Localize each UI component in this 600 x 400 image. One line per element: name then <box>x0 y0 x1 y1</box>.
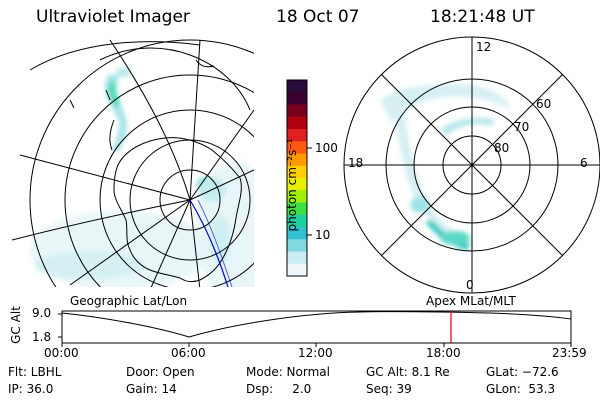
ip-label: IP: 36.0 <box>8 382 54 396</box>
colorbar-band <box>287 153 307 167</box>
aurora-emission-left <box>35 67 230 279</box>
dsp-label: Dsp: 2.0 <box>246 382 312 396</box>
colorbar-band <box>287 178 307 191</box>
longitude-lines <box>12 39 254 287</box>
xtick-0000: 00:00 <box>44 346 79 360</box>
colorbar-band <box>287 80 307 93</box>
gain-label: Gain: 14 <box>126 382 177 396</box>
mlat-label-80: 80 <box>494 141 510 155</box>
colorbar-band <box>287 92 307 105</box>
altitude-ytick-1-8: 1.8 <box>32 330 52 344</box>
latitude-circles <box>29 39 254 287</box>
altitude-ylabel: GC Alt <box>9 306 23 344</box>
colorbar-band <box>287 263 307 277</box>
instrument-title: Ultraviolet Imager <box>36 7 190 27</box>
xtick-1200: 12:00 <box>298 346 333 360</box>
colorbar-band <box>287 251 307 265</box>
colorbar-band <box>287 129 307 142</box>
mlt-label-18: 18 <box>348 156 364 170</box>
mlt-label-12: 12 <box>476 40 492 54</box>
geographic-caption: Geographic Lat/Lon <box>70 294 188 308</box>
colorbar-band <box>287 239 307 252</box>
aurora-emission-right <box>380 83 510 250</box>
mlt-label-6: 6 <box>580 156 588 170</box>
filter-label: Flt: LBHL <box>8 365 62 379</box>
mlat-label-60: 60 <box>536 97 552 111</box>
colorbar-band <box>287 202 307 216</box>
glon-label: GLon: 53.3 <box>486 382 556 396</box>
colorbar-band <box>287 227 307 240</box>
mlat-label-70: 70 <box>514 120 530 134</box>
colorbar-band <box>287 190 307 203</box>
door-label: Door: Open <box>126 365 195 379</box>
colorbar-band <box>287 165 307 179</box>
apex-caption: Apex MLat/MLT <box>426 294 516 308</box>
colorbar-band <box>287 214 307 228</box>
altitude-plot <box>58 310 572 347</box>
colorbar-label: photon cm⁻²s⁻¹ <box>285 138 299 232</box>
xtick-2359: 23:59 <box>552 346 587 360</box>
time-label: 18:21:48 UT <box>430 7 535 27</box>
geographic-map <box>12 37 254 287</box>
colorbar-tick-10: 10 <box>315 228 331 242</box>
altitude-ytick-9: 9.0 <box>32 306 52 320</box>
mlt-spokes <box>344 37 600 293</box>
colorbar-band <box>287 116 307 130</box>
mlat-mlt-polar-plot <box>343 36 600 294</box>
xtick-1800: 18:00 <box>426 346 461 360</box>
colorbar-tick-100: 100 <box>315 141 338 155</box>
antarctica-coastline <box>113 137 242 283</box>
orbit-track <box>189 199 229 287</box>
xtick-0600: 06:00 <box>171 346 206 360</box>
altitude-curve <box>61 311 572 338</box>
colorbar-band <box>287 104 307 118</box>
colorbar <box>286 79 312 277</box>
glat-label: GLat: −72.6 <box>486 365 559 379</box>
date-label: 18 Oct 07 <box>276 7 360 27</box>
gc-alt-label: GC Alt: 8.1 Re <box>366 365 450 379</box>
mlt-label-0: 0 <box>466 278 474 292</box>
colorbar-band <box>287 141 307 154</box>
mode-label: Mode: Normal <box>246 365 330 379</box>
seq-label: Seq: 39 <box>366 382 412 396</box>
